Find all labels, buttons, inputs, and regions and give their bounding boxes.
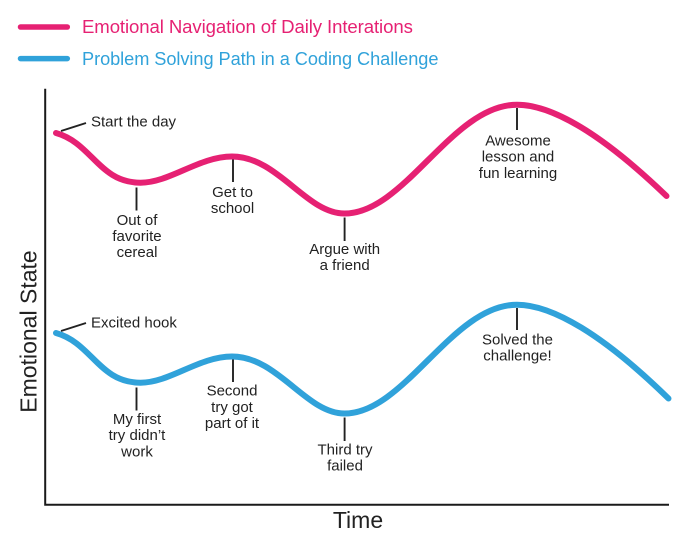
svg-text:try didn’t: try didn’t (109, 427, 167, 444)
svg-text:Emotional Navigation of Daily: Emotional Navigation of Daily Interation… (82, 16, 413, 37)
svg-text:Solved the: Solved the (482, 332, 553, 349)
svg-text:try got: try got (211, 399, 254, 416)
svg-text:cereal: cereal (117, 244, 158, 261)
svg-text:school: school (211, 200, 254, 217)
svg-text:My first: My first (113, 411, 162, 428)
svg-text:part of it: part of it (205, 415, 260, 432)
svg-text:lesson and: lesson and (482, 149, 555, 166)
svg-text:Start the day: Start the day (91, 114, 177, 131)
svg-text:failed: failed (327, 458, 363, 475)
svg-text:Third try: Third try (317, 442, 373, 459)
svg-text:fun learning: fun learning (479, 165, 557, 182)
svg-text:favorite: favorite (112, 228, 161, 245)
svg-text:Time: Time (333, 507, 383, 533)
svg-text:Problem Solving Path in a Codi: Problem Solving Path in a Coding Challen… (82, 49, 438, 69)
svg-text:Get to: Get to (212, 184, 253, 201)
svg-text:Out of: Out of (117, 212, 159, 229)
svg-text:Argue with: Argue with (309, 241, 380, 258)
svg-text:Emotional State: Emotional State (16, 250, 42, 412)
svg-text:Excited hook: Excited hook (91, 314, 177, 331)
svg-text:challenge!: challenge! (483, 348, 551, 365)
svg-text:Second: Second (207, 382, 258, 399)
svg-text:Awesome: Awesome (485, 133, 551, 150)
svg-text:work: work (120, 443, 153, 460)
svg-text:a friend: a friend (320, 257, 370, 274)
